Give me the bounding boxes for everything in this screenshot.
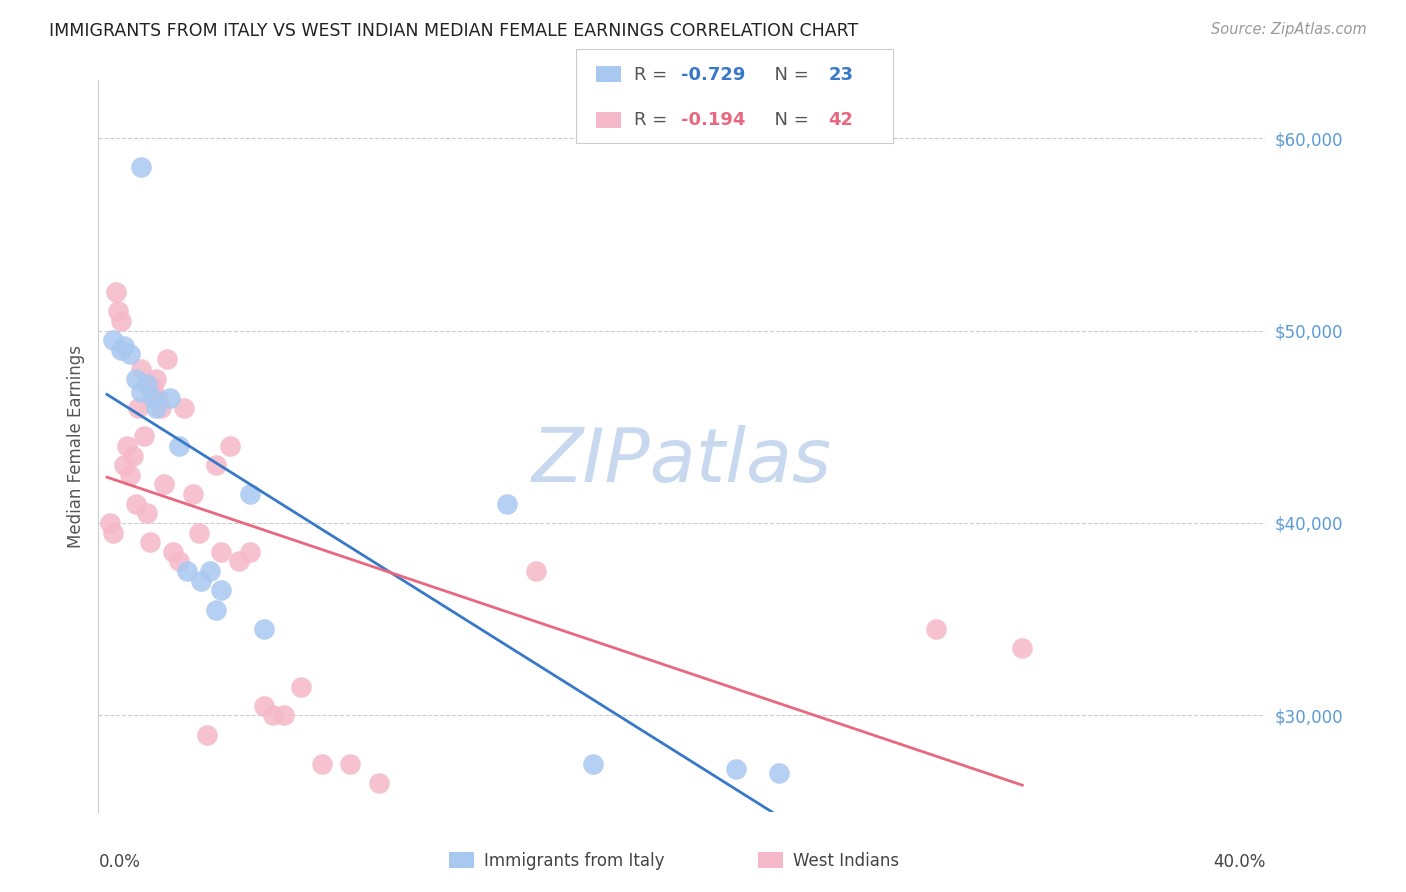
Point bbox=[156, 352, 179, 367]
Point bbox=[98, 516, 121, 530]
Point bbox=[110, 314, 132, 328]
Point bbox=[181, 487, 204, 501]
Point bbox=[159, 391, 181, 405]
Point bbox=[112, 339, 135, 353]
Text: -0.194: -0.194 bbox=[681, 112, 745, 129]
Point bbox=[162, 545, 184, 559]
Point bbox=[167, 439, 190, 453]
Point bbox=[768, 766, 790, 780]
Point bbox=[139, 535, 162, 549]
Text: ZIPatlas: ZIPatlas bbox=[531, 425, 832, 497]
Point bbox=[253, 698, 276, 713]
Text: 40.0%: 40.0% bbox=[1213, 854, 1265, 871]
Point bbox=[142, 391, 165, 405]
Point bbox=[101, 333, 124, 347]
Point bbox=[145, 401, 167, 415]
Point bbox=[127, 401, 149, 415]
Point bbox=[131, 362, 153, 376]
Point bbox=[121, 449, 143, 463]
Point bbox=[153, 477, 176, 491]
Point bbox=[150, 401, 173, 415]
Point bbox=[112, 458, 135, 473]
Point bbox=[228, 554, 250, 568]
Y-axis label: Median Female Earnings: Median Female Earnings bbox=[66, 344, 84, 548]
Text: IMMIGRANTS FROM ITALY VS WEST INDIAN MEDIAN FEMALE EARNINGS CORRELATION CHART: IMMIGRANTS FROM ITALY VS WEST INDIAN MED… bbox=[49, 22, 859, 40]
Point bbox=[204, 458, 226, 473]
Point bbox=[524, 564, 547, 578]
Text: West Indians: West Indians bbox=[793, 852, 898, 870]
Point bbox=[107, 304, 129, 318]
Point bbox=[110, 343, 132, 357]
Point bbox=[173, 401, 195, 415]
Text: R =: R = bbox=[634, 66, 673, 84]
Text: Immigrants from Italy: Immigrants from Italy bbox=[484, 852, 664, 870]
Point bbox=[104, 285, 127, 299]
Point bbox=[142, 381, 165, 395]
Point bbox=[204, 602, 226, 616]
Point bbox=[131, 160, 153, 174]
Point bbox=[925, 622, 948, 636]
Text: -0.729: -0.729 bbox=[681, 66, 745, 84]
Point bbox=[118, 346, 141, 360]
Text: 42: 42 bbox=[828, 112, 853, 129]
Text: 0.0%: 0.0% bbox=[98, 854, 141, 871]
Point bbox=[725, 763, 748, 777]
Text: R =: R = bbox=[634, 112, 673, 129]
Point bbox=[134, 429, 156, 443]
Point bbox=[167, 554, 190, 568]
Point bbox=[148, 391, 170, 405]
Point bbox=[198, 564, 221, 578]
Point bbox=[290, 680, 312, 694]
Text: Source: ZipAtlas.com: Source: ZipAtlas.com bbox=[1211, 22, 1367, 37]
Point bbox=[136, 377, 159, 392]
Point bbox=[124, 371, 146, 385]
Point bbox=[195, 728, 218, 742]
Point bbox=[209, 545, 232, 559]
Point bbox=[131, 385, 153, 400]
Point bbox=[239, 545, 262, 559]
Point bbox=[273, 708, 295, 723]
Point bbox=[1011, 641, 1033, 656]
Text: N =: N = bbox=[763, 66, 815, 84]
Point bbox=[496, 497, 519, 511]
Point bbox=[311, 756, 333, 771]
Point bbox=[115, 439, 138, 453]
Point bbox=[101, 525, 124, 540]
Point bbox=[187, 525, 209, 540]
Point bbox=[253, 622, 276, 636]
Point bbox=[118, 467, 141, 482]
Point bbox=[209, 583, 232, 598]
Text: 23: 23 bbox=[828, 66, 853, 84]
Point bbox=[124, 497, 146, 511]
Point bbox=[262, 708, 284, 723]
Text: N =: N = bbox=[763, 112, 815, 129]
Point bbox=[190, 574, 212, 588]
Point bbox=[136, 507, 159, 521]
Point bbox=[176, 564, 198, 578]
Point bbox=[582, 756, 605, 771]
Point bbox=[339, 756, 361, 771]
Point bbox=[239, 487, 262, 501]
Point bbox=[145, 371, 167, 385]
Point bbox=[367, 776, 389, 790]
Point bbox=[219, 439, 242, 453]
